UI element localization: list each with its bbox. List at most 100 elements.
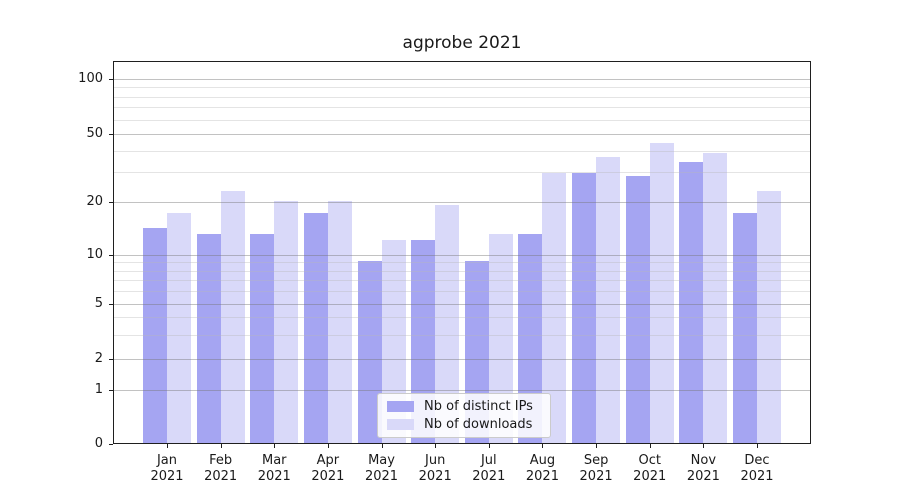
bar-feb-downloads bbox=[220, 190, 245, 443]
x-tick-month: Oct bbox=[638, 453, 661, 468]
y-tick-mark-50 bbox=[109, 134, 113, 135]
legend-row-downloads: Nb of downloads bbox=[387, 417, 550, 432]
legend: Nb of distinct IPs Nb of downloads bbox=[377, 393, 551, 438]
y-tick-label-1: 1 bbox=[94, 382, 103, 397]
y-tick-label-0: 0 bbox=[94, 436, 103, 451]
x-tick-month: Sep bbox=[583, 453, 609, 468]
legend-swatch-ips bbox=[387, 401, 414, 412]
x-tick-month: Jan bbox=[156, 453, 178, 468]
x-tick-label-aug: Aug 2021 bbox=[512, 453, 572, 485]
y-tick-mark-0 bbox=[109, 444, 113, 445]
gridline-3 bbox=[114, 334, 810, 336]
gridline-20 bbox=[114, 202, 810, 203]
x-tick-mark-feb bbox=[220, 444, 222, 448]
x-tick-year: 2021 bbox=[579, 469, 613, 484]
gridline-100 bbox=[114, 79, 810, 80]
bar-oct-ips bbox=[625, 176, 650, 443]
x-tick-mark-sep bbox=[596, 444, 598, 448]
gridline-4 bbox=[114, 317, 810, 319]
bar-dec-downloads bbox=[756, 190, 781, 443]
y-tick-label-20: 20 bbox=[86, 194, 103, 209]
chart-title: agprobe 2021 bbox=[402, 33, 522, 53]
x-tick-year: 2021 bbox=[311, 469, 345, 484]
y-tick-mark-1 bbox=[109, 390, 113, 391]
x-tick-label-dec: Dec 2021 bbox=[727, 453, 787, 485]
x-tick-mark-oct bbox=[649, 444, 651, 448]
bar-sep-ips bbox=[572, 173, 597, 443]
gridline-30 bbox=[114, 171, 810, 173]
legend-label-ips: Nb of distinct IPs bbox=[424, 399, 533, 414]
x-tick-year: 2021 bbox=[525, 469, 559, 484]
y-tick-label-2: 2 bbox=[94, 351, 103, 366]
x-tick-label-feb: Feb 2021 bbox=[191, 453, 251, 485]
x-tick-year: 2021 bbox=[150, 469, 184, 484]
gridline-1 bbox=[114, 390, 810, 391]
x-tick-month: Mar bbox=[262, 453, 287, 468]
x-tick-mark-apr bbox=[327, 444, 329, 448]
x-tick-month: Aug bbox=[529, 453, 556, 468]
bar-mar-ips bbox=[250, 233, 275, 443]
x-tick-label-nov: Nov 2021 bbox=[673, 453, 733, 485]
x-tick-label-jan: Jan 2021 bbox=[137, 453, 197, 485]
gridline-80 bbox=[114, 96, 810, 98]
x-tick-year: 2021 bbox=[204, 469, 238, 484]
gridline-6 bbox=[114, 291, 810, 293]
x-tick-year: 2021 bbox=[740, 469, 774, 484]
x-tick-label-sep: Sep 2021 bbox=[566, 453, 626, 485]
bar-apr-ips bbox=[303, 213, 328, 443]
x-tick-month: Jun bbox=[425, 453, 446, 468]
x-tick-label-jun: Jun 2021 bbox=[405, 453, 465, 485]
bar-jan-ips bbox=[143, 228, 167, 443]
bar-feb-ips bbox=[196, 233, 221, 443]
gridline-90 bbox=[114, 87, 810, 89]
x-tick-month: Dec bbox=[744, 453, 770, 468]
x-tick-label-apr: Apr 2021 bbox=[298, 453, 358, 485]
gridline-9 bbox=[114, 262, 810, 264]
x-tick-year: 2021 bbox=[686, 469, 720, 484]
y-tick-label-5: 5 bbox=[94, 296, 103, 311]
x-tick-month: Apr bbox=[316, 453, 340, 468]
gridline-10 bbox=[114, 255, 810, 256]
x-tick-mark-jun bbox=[435, 444, 437, 448]
x-tick-label-mar: Mar 2021 bbox=[244, 453, 304, 485]
legend-row-ips: Nb of distinct IPs bbox=[387, 399, 550, 414]
gridline-7 bbox=[114, 280, 810, 282]
gridline-70 bbox=[114, 107, 810, 109]
gridline-50 bbox=[114, 134, 810, 135]
bar-nov-downloads bbox=[703, 153, 728, 443]
x-tick-mark-nov bbox=[703, 444, 705, 448]
gridline-40 bbox=[114, 150, 810, 152]
y-tick-label-50: 50 bbox=[86, 126, 103, 141]
bar-nov-ips bbox=[679, 161, 704, 443]
x-tick-mark-mar bbox=[274, 444, 276, 448]
y-tick-label-100: 100 bbox=[78, 71, 103, 86]
x-tick-month: Nov bbox=[690, 453, 717, 468]
bar-dec-ips bbox=[732, 213, 757, 443]
bar-oct-downloads bbox=[649, 142, 674, 443]
legend-label-downloads: Nb of downloads bbox=[424, 417, 533, 432]
y-tick-mark-10 bbox=[109, 255, 113, 256]
x-tick-label-jul: Jul 2021 bbox=[459, 453, 519, 485]
x-tick-year: 2021 bbox=[364, 469, 399, 484]
bar-apr-downloads bbox=[327, 201, 352, 443]
x-tick-month: Feb bbox=[209, 453, 233, 468]
x-tick-mark-may bbox=[381, 444, 383, 448]
x-tick-month: Jul bbox=[480, 453, 497, 468]
x-tick-label-may: May 2021 bbox=[352, 453, 412, 485]
x-tick-mark-aug bbox=[542, 444, 544, 448]
y-tick-mark-5 bbox=[109, 304, 113, 305]
gridline-8 bbox=[114, 270, 810, 272]
plot-area bbox=[113, 61, 811, 444]
x-tick-year: 2021 bbox=[633, 469, 667, 484]
legend-swatch-downloads bbox=[387, 419, 414, 430]
gridline-5 bbox=[114, 304, 810, 305]
x-tick-month: May bbox=[368, 453, 395, 468]
gridline-2 bbox=[114, 359, 810, 360]
x-tick-year: 2021 bbox=[418, 469, 452, 484]
bar-mar-downloads bbox=[274, 201, 299, 443]
y-tick-label-10: 10 bbox=[86, 247, 103, 262]
x-tick-mark-dec bbox=[756, 444, 758, 448]
x-tick-mark-jan bbox=[167, 444, 168, 448]
x-tick-year: 2021 bbox=[257, 469, 291, 484]
